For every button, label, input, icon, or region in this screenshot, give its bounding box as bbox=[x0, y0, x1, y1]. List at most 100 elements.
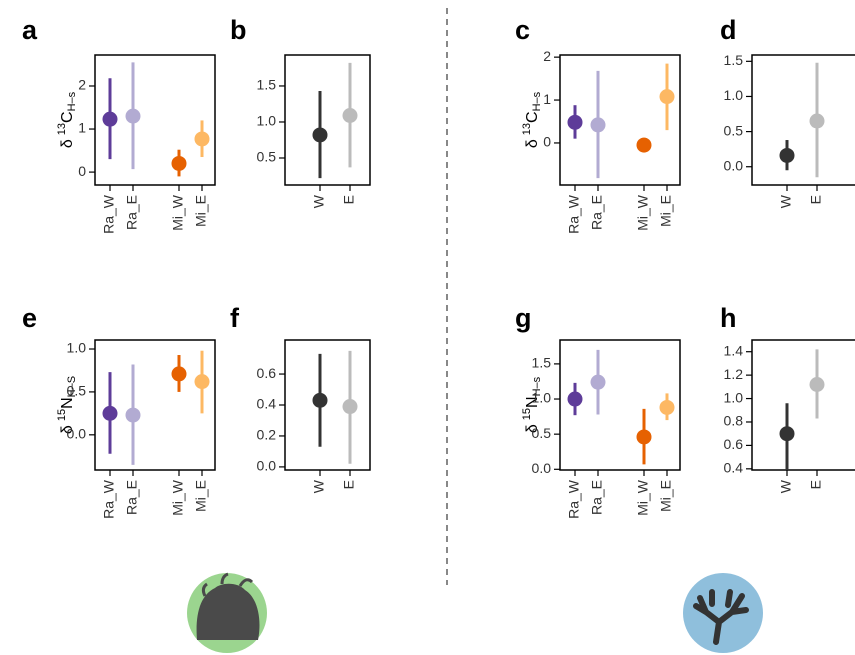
y-tick-label: 1.5 bbox=[257, 77, 277, 93]
x-tick-label: Mi_E bbox=[193, 480, 209, 512]
panel-letter: g bbox=[515, 303, 532, 333]
point bbox=[343, 399, 358, 414]
panel-letter: f bbox=[230, 303, 240, 333]
x-tick-label: Ra_W bbox=[566, 194, 582, 234]
y-axis-label: δ 13CH–s bbox=[521, 91, 543, 148]
x-tick-label: Mi_W bbox=[170, 479, 186, 516]
panel-letter: a bbox=[22, 15, 38, 45]
y-tick-label: 1.2 bbox=[724, 366, 744, 382]
x-tick-label: W bbox=[778, 194, 794, 208]
ylabel-sub: H–s bbox=[66, 91, 78, 111]
ylabel-main: C bbox=[59, 111, 76, 123]
y-tick-label: 0.6 bbox=[724, 436, 744, 452]
ylabel-sup: 15 bbox=[521, 408, 533, 420]
point bbox=[810, 114, 825, 129]
y-tick-label: 1.5 bbox=[532, 355, 552, 371]
point bbox=[780, 148, 795, 163]
x-tick-label: Mi_W bbox=[635, 194, 651, 231]
y-tick-label: 0.2 bbox=[257, 427, 277, 443]
point bbox=[660, 89, 675, 104]
point bbox=[313, 393, 328, 408]
plot-frame bbox=[752, 340, 855, 470]
x-tick-label: E bbox=[808, 480, 824, 489]
x-tick-label: Ra_E bbox=[589, 195, 605, 230]
ylabel-main: C bbox=[524, 111, 541, 123]
panel-letter: d bbox=[720, 15, 737, 45]
coral-icon bbox=[683, 573, 763, 653]
y-tick-label: 0 bbox=[543, 134, 551, 150]
point bbox=[591, 117, 606, 132]
point bbox=[568, 392, 583, 407]
y-tick-label: 1 bbox=[543, 91, 551, 107]
y-tick-label: 0.5 bbox=[724, 122, 744, 138]
point bbox=[637, 138, 652, 153]
y-tick-label: 1.0 bbox=[532, 390, 552, 406]
y-tick-label: 0.0 bbox=[67, 426, 87, 442]
y-tick-label: 0.4 bbox=[724, 460, 744, 476]
y-tick-label: 1.4 bbox=[724, 342, 744, 358]
x-tick-label: W bbox=[311, 479, 327, 493]
y-tick-label: 0.5 bbox=[67, 383, 87, 399]
y-tick-label: 0.0 bbox=[724, 157, 744, 173]
y-tick-label: 0.5 bbox=[257, 149, 277, 165]
point bbox=[103, 112, 118, 127]
point bbox=[172, 156, 187, 171]
x-tick-label: Ra_W bbox=[566, 479, 582, 519]
plot-frame bbox=[752, 55, 855, 185]
x-tick-label: E bbox=[341, 195, 357, 204]
x-tick-label: Mi_W bbox=[635, 479, 651, 516]
point bbox=[126, 408, 141, 423]
panel: c δ 13CH–s 0 1 2 Ra_W Ra_E Mi_W Mi_E bbox=[515, 15, 680, 234]
y-tick-label: 0.4 bbox=[257, 396, 277, 412]
ylabel-sub: H–s bbox=[531, 91, 543, 111]
y-tick-label: 0.6 bbox=[257, 365, 277, 381]
y-tick-label: 0.5 bbox=[532, 425, 552, 441]
y-tick-label: 0.0 bbox=[532, 460, 552, 476]
macroalga-icon bbox=[187, 573, 267, 653]
x-tick-label: Mi_W bbox=[170, 194, 186, 231]
x-tick-label: Mi_E bbox=[193, 195, 209, 227]
point bbox=[637, 429, 652, 444]
x-tick-label: Mi_E bbox=[658, 195, 674, 227]
point bbox=[591, 375, 606, 390]
y-tick-label: 1.0 bbox=[257, 113, 277, 129]
y-axis-label: δ 13CH–s bbox=[56, 91, 78, 148]
panel: eδ15NH–S0.00.51.0Ra_WRa_EMi_WMi_E bbox=[22, 303, 215, 519]
panel: f 0.0 0.2 0.4 0.6 W E bbox=[230, 303, 370, 493]
point bbox=[126, 109, 141, 124]
y-tick-label: 0.0 bbox=[257, 458, 277, 474]
y-tick-label: 0.8 bbox=[724, 413, 744, 429]
x-tick-label: E bbox=[341, 480, 357, 489]
x-tick-label: Ra_E bbox=[589, 480, 605, 515]
x-tick-label: E bbox=[808, 195, 824, 204]
ylabel-main: N bbox=[59, 397, 76, 409]
panel-letter: c bbox=[515, 15, 530, 45]
x-tick-label: W bbox=[311, 194, 327, 208]
point bbox=[172, 366, 187, 381]
ylabel-sup: 15 bbox=[56, 409, 68, 421]
point bbox=[568, 115, 583, 130]
ylabel-symbol: δ bbox=[59, 139, 76, 148]
y-tick-label: 2 bbox=[78, 77, 86, 93]
ylabel-symbol: δ bbox=[524, 139, 541, 148]
figure: aδ13CH–s012Ra_WRa_EMi_WMi_Eb0.51.01.5WEc… bbox=[0, 0, 855, 655]
ylabel-sup: 13 bbox=[56, 123, 68, 135]
ylabel-sup: 13 bbox=[521, 123, 533, 135]
point bbox=[313, 127, 328, 142]
y-tick-label: 2 bbox=[543, 48, 551, 64]
x-tick-label: Ra_W bbox=[101, 479, 117, 519]
point bbox=[780, 426, 795, 441]
y-tick-label: 1.0 bbox=[67, 340, 87, 356]
y-tick-label: 1.0 bbox=[724, 389, 744, 405]
plot-frame bbox=[95, 340, 215, 470]
y-tick-label: 1.5 bbox=[724, 52, 744, 68]
point bbox=[810, 377, 825, 392]
panel-letter: h bbox=[720, 303, 737, 333]
y-tick-label: 1.0 bbox=[724, 87, 744, 103]
point bbox=[195, 131, 210, 146]
y-tick-label: 1 bbox=[78, 120, 86, 136]
x-tick-label: Ra_E bbox=[124, 480, 140, 515]
point bbox=[195, 374, 210, 389]
x-tick-label: W bbox=[778, 479, 794, 493]
